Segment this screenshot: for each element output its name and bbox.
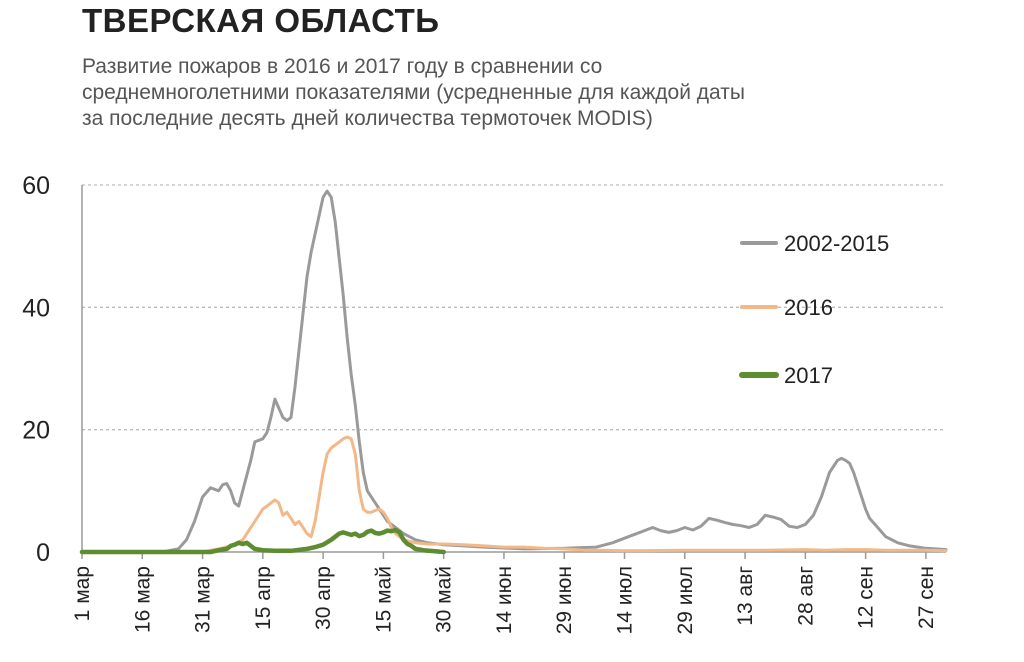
x-tick-label-11: 13 авг: [734, 566, 757, 626]
x-tick-label-8: 29 июн: [553, 566, 576, 634]
x-tick-label-3: 15 апр: [252, 566, 275, 630]
legend-label-2002-2015: 2002-2015: [784, 231, 889, 256]
x-tick-label-7: 14 июн: [493, 566, 516, 634]
axes: [81, 185, 946, 559]
y-tick-labels: 0 20 40 60: [22, 172, 50, 567]
series-line-2002-2015: [80, 189, 948, 554]
subtitle-line-3: за последние десять дней количества терм…: [82, 107, 653, 130]
y-tick-label-20: 20: [22, 417, 50, 445]
x-tick-label-12: 28 авг: [794, 566, 817, 626]
series-line-2017: [79, 527, 446, 555]
x-tick-label-13: 12 сен: [855, 566, 878, 629]
x-tick-label-10: 29 июл: [674, 566, 697, 634]
x-tick-labels: 1 мар 16 мар 31 мар 15 апр 30 апр 15 май 30 ма…: [71, 566, 938, 635]
x-tick-label-6: 30 май: [433, 566, 456, 633]
chart-title: ТВЕРСКАЯ ОБЛАСТЬ: [82, 2, 440, 39]
x-tick-label-0: 1 мар: [71, 566, 94, 621]
x-tick-label-9: 14 июл: [614, 566, 637, 634]
x-tick-label-2: 31 мар: [192, 566, 215, 633]
y-tick-label-40: 40: [22, 294, 50, 322]
series-line-2016: [80, 435, 948, 554]
series-lines: [79, 189, 948, 555]
legend-label-2016: 2016: [784, 295, 833, 320]
x-tick-label-5: 15 май: [372, 566, 395, 633]
x-tick-label-4: 30 апр: [312, 566, 335, 630]
legend: 2002-2015 2016 2017: [739, 231, 889, 388]
grid-lines: [82, 184, 946, 431]
x-tick-label-1: 16 мар: [131, 566, 154, 633]
subtitle-line-1: Развитие пожаров в 2016 и 2017 году в ср…: [82, 55, 603, 78]
chart-subtitle: Развитие пожаров в 2016 и 2017 году в ср…: [82, 54, 982, 132]
legend-label-2017: 2017: [784, 363, 833, 388]
y-tick-label-60: 60: [22, 172, 50, 200]
x-tick-label-14: 27 сен: [915, 566, 938, 629]
subtitle-line-2: среднемноголетними показателями (усредне…: [82, 81, 745, 104]
y-tick-label-0: 0: [36, 539, 50, 567]
